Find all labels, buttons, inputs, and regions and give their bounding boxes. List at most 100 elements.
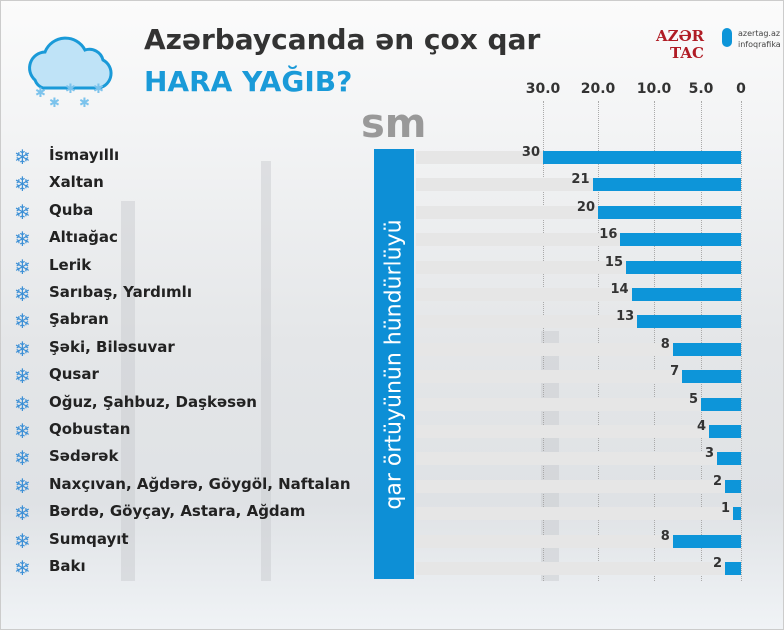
- category-label: Naxçıvan, Ağdərə, Göygöl, Naftalan: [49, 474, 351, 493]
- value-label: 7: [670, 364, 680, 380]
- value-label: 2: [712, 473, 722, 489]
- axis-label-bar: [374, 149, 414, 579]
- tick-label: 5.0: [688, 81, 714, 97]
- bar-track: [416, 370, 741, 384]
- category-label: Qusar: [49, 365, 99, 384]
- bar-track: [416, 425, 741, 438]
- gridline: [741, 101, 742, 581]
- svg-text:✱: ✱: [35, 86, 46, 101]
- snowflake-icon: ❄: [14, 145, 31, 169]
- snowflake-icon: ❄: [14, 199, 31, 224]
- bar: [626, 260, 741, 274]
- value-label: 16: [599, 227, 618, 243]
- background-tree: [121, 201, 135, 581]
- bar: [637, 315, 741, 329]
- bar-track: [416, 452, 741, 466]
- bar-track: [416, 479, 741, 493]
- snowflake-icon: ❄: [14, 172, 31, 197]
- axis-label: qar örtüyünün hündürlüyü: [381, 218, 407, 510]
- category-label: Oğuz, Şahbuz, Daşkəsən: [49, 392, 257, 411]
- svg-text:✱: ✱: [49, 96, 60, 111]
- svg-text:✱: ✱: [93, 82, 104, 97]
- snowflake-icon: ❄: [14, 227, 31, 252]
- gridline: [598, 101, 599, 581]
- value-label: 4: [696, 419, 706, 434]
- bar: [631, 288, 741, 301]
- bar: [717, 452, 741, 466]
- bar: [672, 342, 741, 356]
- category-label: Şəki, Biləsuvar: [49, 337, 175, 356]
- snowflake-icon: ❄: [14, 528, 31, 553]
- value-label: 1: [720, 501, 730, 517]
- category-label: Qobustan: [49, 420, 131, 438]
- snowflake-icon: ❄: [14, 446, 31, 471]
- snowflake-icon: ❄: [14, 556, 31, 580]
- snowflake-icon: ❄: [14, 309, 31, 334]
- bar: [682, 370, 741, 384]
- gridline: [701, 101, 702, 581]
- gridline: [654, 101, 655, 581]
- bar: [725, 562, 741, 575]
- svg-text:✱: ✱: [65, 82, 76, 97]
- title: Azərbaycanda ən çox qar: [144, 23, 541, 56]
- bar: [709, 425, 741, 438]
- value-label: 30: [521, 145, 540, 160]
- tick-label: 20.0: [580, 81, 616, 97]
- category-label: Altıağac: [49, 228, 118, 247]
- tick-label: 0: [736, 81, 746, 97]
- bar-track: [416, 534, 741, 548]
- bar-track: [416, 397, 741, 411]
- snowflake-icon: ❄: [14, 364, 31, 389]
- value-label: 2: [712, 556, 722, 571]
- category-label: Sarıbaş, Yardımlı: [49, 283, 192, 301]
- category-label: Sədərək: [49, 447, 119, 466]
- gridline: [543, 101, 544, 581]
- category-label: Lerik: [49, 255, 92, 274]
- category-label: İsmayıllı: [49, 146, 120, 164]
- bar-track: [416, 342, 741, 356]
- snowflake-icon: ❄: [14, 282, 31, 306]
- bar-track: [416, 507, 741, 521]
- snowflake-icon: ❄: [14, 254, 31, 279]
- snow-cloud-icon: ✱ ✱ ✱ ✱ ✱: [28, 36, 113, 111]
- value-label: 15: [604, 254, 623, 270]
- category-label: Quba: [49, 200, 94, 219]
- azertac-logo: AZƏR TAC: [656, 27, 705, 62]
- bar-track: [416, 562, 741, 575]
- bar: [725, 479, 741, 493]
- value-label: 20: [576, 199, 595, 215]
- site-label: azertag.az infoqrafika: [738, 29, 781, 49]
- bar: [620, 233, 741, 247]
- snowflake-icon: ❄: [14, 336, 31, 361]
- subtitle: HARA YAĞIB?: [144, 65, 353, 98]
- bar: [701, 397, 741, 411]
- unit-label: sm: [361, 101, 427, 147]
- category-label: Bərdə, Göyçay, Astara, Ağdam: [49, 502, 306, 521]
- brand-pill-icon: [722, 28, 732, 47]
- background-tree: [261, 161, 271, 581]
- value-label: 8: [660, 528, 670, 544]
- category-label: Sumqayıt: [49, 529, 129, 548]
- category-label: Bakı: [49, 557, 86, 575]
- value-label: 8: [660, 336, 670, 352]
- bar: [598, 205, 741, 219]
- value-label: 3: [704, 446, 714, 462]
- value-label: 14: [610, 282, 629, 297]
- snowflake-icon: ❄: [14, 419, 31, 443]
- snowflake-icon: ❄: [14, 501, 31, 526]
- value-label: 5: [688, 391, 698, 407]
- value-label: 13: [616, 309, 635, 325]
- category-label: Xaltan: [49, 173, 104, 192]
- tick-label: 10.0: [636, 81, 672, 97]
- value-label: 21: [571, 172, 590, 188]
- bar: [733, 507, 741, 521]
- snowflake-icon: ❄: [14, 473, 31, 498]
- bar: [592, 178, 741, 192]
- bar: [543, 151, 741, 164]
- svg-text:✱: ✱: [79, 96, 90, 111]
- category-label: Şabran: [49, 310, 109, 329]
- snowflake-icon: ❄: [14, 391, 31, 416]
- tick-label: 30.0: [525, 81, 561, 97]
- bar: [672, 534, 741, 548]
